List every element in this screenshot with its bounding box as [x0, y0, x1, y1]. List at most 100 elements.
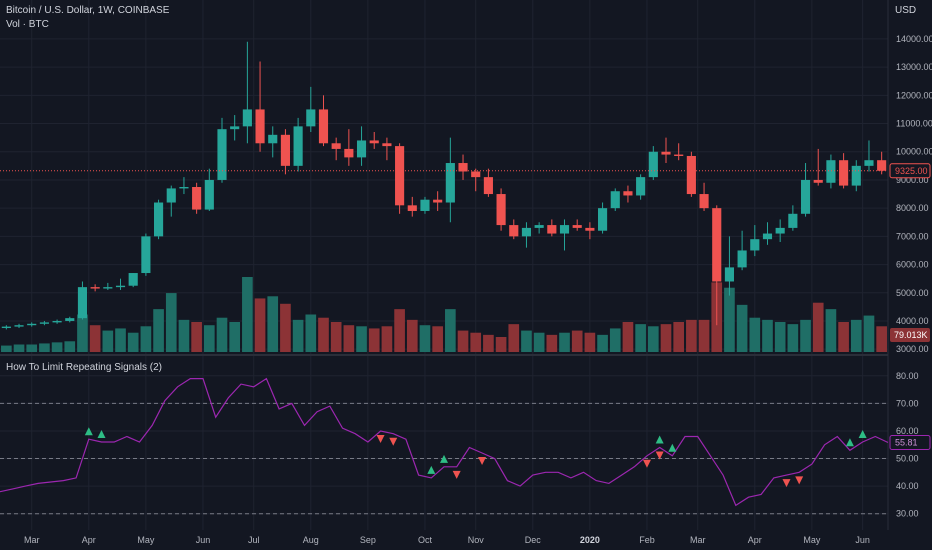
- volume-bar: [318, 317, 329, 352]
- last-volume-tag: [890, 328, 930, 342]
- candle-body: [572, 225, 582, 228]
- sell-signal-triangle: [452, 470, 461, 479]
- candle-body: [547, 225, 557, 234]
- volume-bar: [825, 309, 837, 352]
- candle-body: [90, 287, 100, 289]
- volume-bar: [115, 328, 126, 352]
- candle-body: [458, 163, 468, 172]
- volume-bar: [686, 319, 697, 352]
- candle-body: [813, 179, 823, 183]
- price-tick-label: 7000.00: [896, 231, 929, 241]
- candle-body: [521, 227, 532, 237]
- sell-signal-triangle: [795, 476, 804, 485]
- price-tick-label: 4000.00: [896, 316, 929, 326]
- volume-bar: [368, 328, 380, 352]
- sell-signal-triangle: [389, 437, 398, 446]
- buy-signal-triangle: [668, 443, 677, 452]
- candle-body: [699, 194, 709, 209]
- candle-body: [280, 134, 290, 166]
- volume-bar: [406, 319, 418, 352]
- volume-bar: [165, 293, 177, 352]
- buy-signal-triangle: [440, 454, 448, 463]
- volume-bar: [26, 344, 38, 352]
- candle-body: [559, 225, 570, 234]
- price-tick-label: 14000.00: [896, 34, 932, 44]
- candle-body: [509, 225, 519, 237]
- volume-bar: [191, 322, 202, 352]
- volume-bar: [13, 344, 25, 352]
- candle-body: [192, 187, 202, 210]
- candle-body: [293, 126, 303, 166]
- candle-body: [217, 129, 227, 180]
- volume-bar: [419, 325, 431, 352]
- last-price-value: 9325.00: [895, 166, 928, 176]
- volume-bar: [39, 343, 50, 352]
- sell-signal-triangle: [376, 434, 385, 443]
- volume-bar: [673, 322, 685, 352]
- candle-body: [775, 227, 785, 234]
- sell-signal-triangle: [655, 451, 664, 460]
- volume-bar: [356, 326, 367, 352]
- volume-bar: [330, 322, 342, 352]
- time-tick-label: Feb: [639, 535, 655, 545]
- candle-body: [77, 287, 88, 319]
- indicator-legend[interactable]: How To Limit Repeating Signals (2): [6, 362, 163, 373]
- candle-body: [851, 165, 861, 186]
- candle-body: [344, 148, 354, 158]
- volume-bar: [597, 334, 608, 352]
- volume-legend[interactable]: Vol · BTC: [6, 19, 49, 30]
- candle-body: [369, 140, 379, 144]
- candle-body: [686, 155, 696, 195]
- candle-body: [39, 322, 49, 324]
- rsi-tick-label: 30.00: [896, 509, 919, 519]
- volume-bar: [394, 309, 405, 352]
- time-tick-label: May: [803, 535, 821, 545]
- volume-bar: [89, 325, 101, 352]
- signal-markers: [84, 427, 867, 488]
- price-tick-label: 6000.00: [896, 260, 929, 270]
- symbol-title[interactable]: Bitcoin / U.S. Dollar, 1W, COINBASE: [6, 5, 170, 16]
- candle-body: [407, 205, 417, 211]
- volume-bar: [876, 326, 887, 352]
- volume-bar: [762, 319, 773, 352]
- candle-body: [382, 143, 392, 147]
- sell-signal-triangle: [478, 457, 487, 466]
- candle-body: [433, 199, 443, 203]
- candle-body: [610, 191, 620, 209]
- price-tick-label: 11000.00: [896, 119, 932, 129]
- volume-bar: [724, 287, 735, 352]
- candle-body: [877, 160, 887, 171]
- volume-bar: [521, 330, 532, 352]
- volume-bar: [812, 302, 824, 352]
- price-tick-label: 9000.00: [896, 175, 929, 185]
- time-tick-label: Jul: [248, 535, 260, 545]
- candle-body: [242, 109, 252, 127]
- candle-body: [737, 250, 747, 268]
- price-axis[interactable]: 3000.00 4000.00 5000.00 6000.00 7000.00 8000.…: [896, 34, 932, 519]
- time-tick-label: Oct: [418, 535, 433, 545]
- volume-bar: [292, 319, 304, 352]
- time-tick-label: Aug: [303, 535, 319, 545]
- candle-body: [420, 199, 430, 211]
- volume-bar: [203, 325, 215, 352]
- buy-signal-triangle: [858, 430, 867, 438]
- time-axis[interactable]: Mar Apr May Jun Jul Aug Sep Oct Nov Dec 2020 Feb Mar…: [24, 535, 870, 545]
- candle-body: [204, 179, 214, 210]
- candle-body: [230, 126, 240, 130]
- volume-bar: [838, 322, 849, 352]
- candle-body: [598, 208, 608, 231]
- volume-bar: [622, 322, 634, 352]
- rsi-tick-label: 80.00: [896, 371, 919, 381]
- time-tick-label: Dec: [525, 535, 542, 545]
- candle-body: [331, 143, 341, 149]
- volume-bar: [470, 332, 482, 352]
- candle-body: [1, 326, 11, 329]
- volume-bar: [584, 332, 596, 352]
- candle-body: [27, 323, 37, 326]
- price-tick-label: 5000.00: [896, 288, 929, 298]
- rsi-tick-label: 40.00: [896, 481, 919, 491]
- volume-bar: [609, 328, 621, 352]
- time-tick-label: Jun: [196, 535, 211, 545]
